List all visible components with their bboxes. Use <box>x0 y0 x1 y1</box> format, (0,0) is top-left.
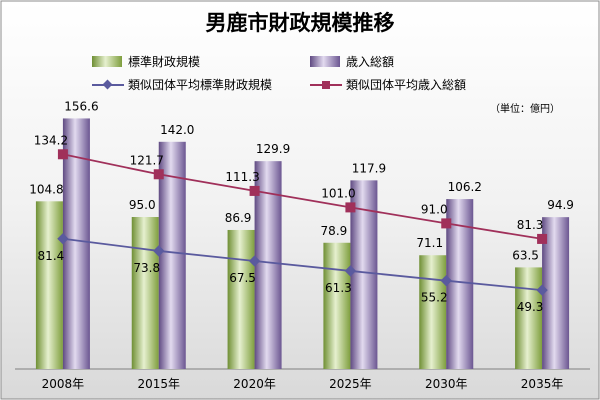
line-similar-standard <box>62 237 543 292</box>
data-label-total-revenue-5: 94.9 <box>547 198 574 212</box>
bars-group <box>35 118 570 369</box>
point-similar-revenue-4 <box>441 218 452 229</box>
data-label-similar-standard-1: 73.8 <box>133 261 160 275</box>
bar-standard-scale-3 <box>323 242 351 369</box>
x-tick-label-2: 2020年 <box>233 377 276 391</box>
point-similar-revenue-3 <box>345 202 356 213</box>
data-label-similar-revenue-3: 101.0 <box>321 186 355 200</box>
data-label-similar-standard-0: 81.4 <box>38 249 65 263</box>
data-label-similar-revenue-0: 134.2 <box>34 133 68 147</box>
data-label-standard-scale-2: 86.9 <box>225 211 252 225</box>
data-label-similar-revenue-2: 111.3 <box>225 170 259 184</box>
point-similar-revenue-5 <box>537 233 548 244</box>
bar-total-revenue-1 <box>158 141 186 369</box>
bar-total-revenue-0 <box>62 118 90 369</box>
data-label-total-revenue-3: 117.9 <box>352 161 386 175</box>
data-label-standard-scale-1: 95.0 <box>129 198 156 212</box>
legend-label-total-revenue: 歳入総額 <box>346 55 394 69</box>
point-similar-standard-3 <box>344 265 357 277</box>
data-label-total-revenue-1: 142.0 <box>160 123 194 137</box>
bar-standard-scale-1 <box>131 217 159 369</box>
line-similar-revenue <box>62 153 543 240</box>
data-label-similar-revenue-4: 91.0 <box>421 202 448 216</box>
point-similar-revenue-2 <box>249 185 260 196</box>
bar-standard-scale-4 <box>419 255 447 369</box>
legend-swatch-total-revenue <box>310 56 340 67</box>
x-tick-label-0: 2008年 <box>42 377 85 391</box>
point-similar-standard-4 <box>440 275 452 287</box>
data-label-similar-standard-2: 67.5 <box>229 271 256 285</box>
labels-group: 104.8 156.6 81.4 134.2 95.0 142.0 73.8 121.7 86.… <box>29 99 574 314</box>
data-label-standard-scale-0: 104.8 <box>29 182 63 196</box>
legend-label-similar-revenue: 類似団体平均歳入総額 <box>346 78 466 92</box>
x-tick-label-3: 2025年 <box>329 377 372 391</box>
data-label-total-revenue-0: 156.6 <box>64 99 98 113</box>
x-tick-label-5: 2035年 <box>521 377 564 391</box>
legend-swatch-standard-scale <box>92 56 122 67</box>
point-similar-revenue-1 <box>153 169 164 180</box>
data-label-total-revenue-2: 129.9 <box>256 142 290 156</box>
point-similar-standard-2 <box>248 255 261 267</box>
point-similar-standard-0 <box>57 233 69 245</box>
bar-standard-scale-2 <box>227 229 255 369</box>
point-similar-revenue-0 <box>57 149 68 160</box>
x-tick-label-4: 2030年 <box>425 377 468 391</box>
unit-note: （単位：億円） <box>490 102 560 115</box>
data-label-standard-scale-5: 63.5 <box>512 248 539 262</box>
chart-title: 男鹿市財政規模推移 <box>206 11 395 35</box>
data-label-similar-standard-3: 61.3 <box>325 281 352 295</box>
bar-standard-scale-5 <box>515 267 543 369</box>
legend-label-standard-scale: 標準財政規模 <box>128 54 200 69</box>
data-label-similar-standard-5: 49.3 <box>517 300 544 314</box>
data-label-similar-standard-4: 55.2 <box>421 291 448 305</box>
x-tick-labels: 2008年 2015年 2020年 2025年 2030年 2035年 <box>42 377 564 391</box>
data-label-standard-scale-4: 71.1 <box>416 236 443 250</box>
point-similar-standard-5 <box>536 284 548 296</box>
x-tick-label-1: 2015年 <box>137 377 180 391</box>
legend-diamond-marker <box>102 79 113 90</box>
data-label-standard-scale-3: 78.9 <box>321 224 348 238</box>
data-label-similar-revenue-1: 121.7 <box>130 153 164 167</box>
legend: 標準財政規模 歳入総額 類似団体平均標準財政規模 類似団体平均歳入総額 <box>92 54 466 92</box>
bar-standard-scale-0 <box>35 201 63 369</box>
legend-label-similar-standard: 類似団体平均標準財政規模 <box>128 77 272 92</box>
legend-square-marker <box>322 81 330 89</box>
lines-group <box>57 149 548 296</box>
data-label-similar-revenue-5: 81.3 <box>517 218 544 232</box>
data-label-total-revenue-4: 106.2 <box>448 180 482 194</box>
point-similar-standard-1 <box>153 245 165 257</box>
